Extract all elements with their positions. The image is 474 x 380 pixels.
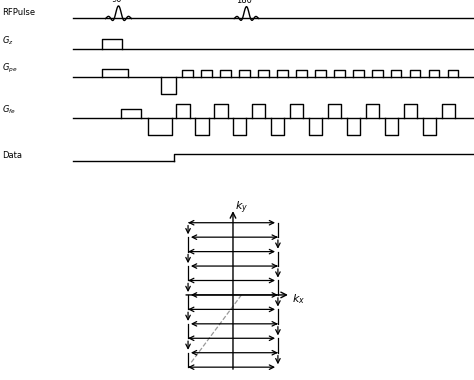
Text: RFPulse: RFPulse [2,8,36,17]
Text: $G_{fe}$: $G_{fe}$ [2,104,16,116]
Text: $G_{pe}$: $G_{pe}$ [2,62,18,75]
Text: 180°: 180° [237,0,256,5]
Text: $G_z$: $G_z$ [2,35,14,47]
Text: Data: Data [2,151,22,160]
Text: 90°: 90° [111,0,126,4]
Text: $k_x$: $k_x$ [292,292,305,306]
Text: $k_y$: $k_y$ [235,199,248,216]
